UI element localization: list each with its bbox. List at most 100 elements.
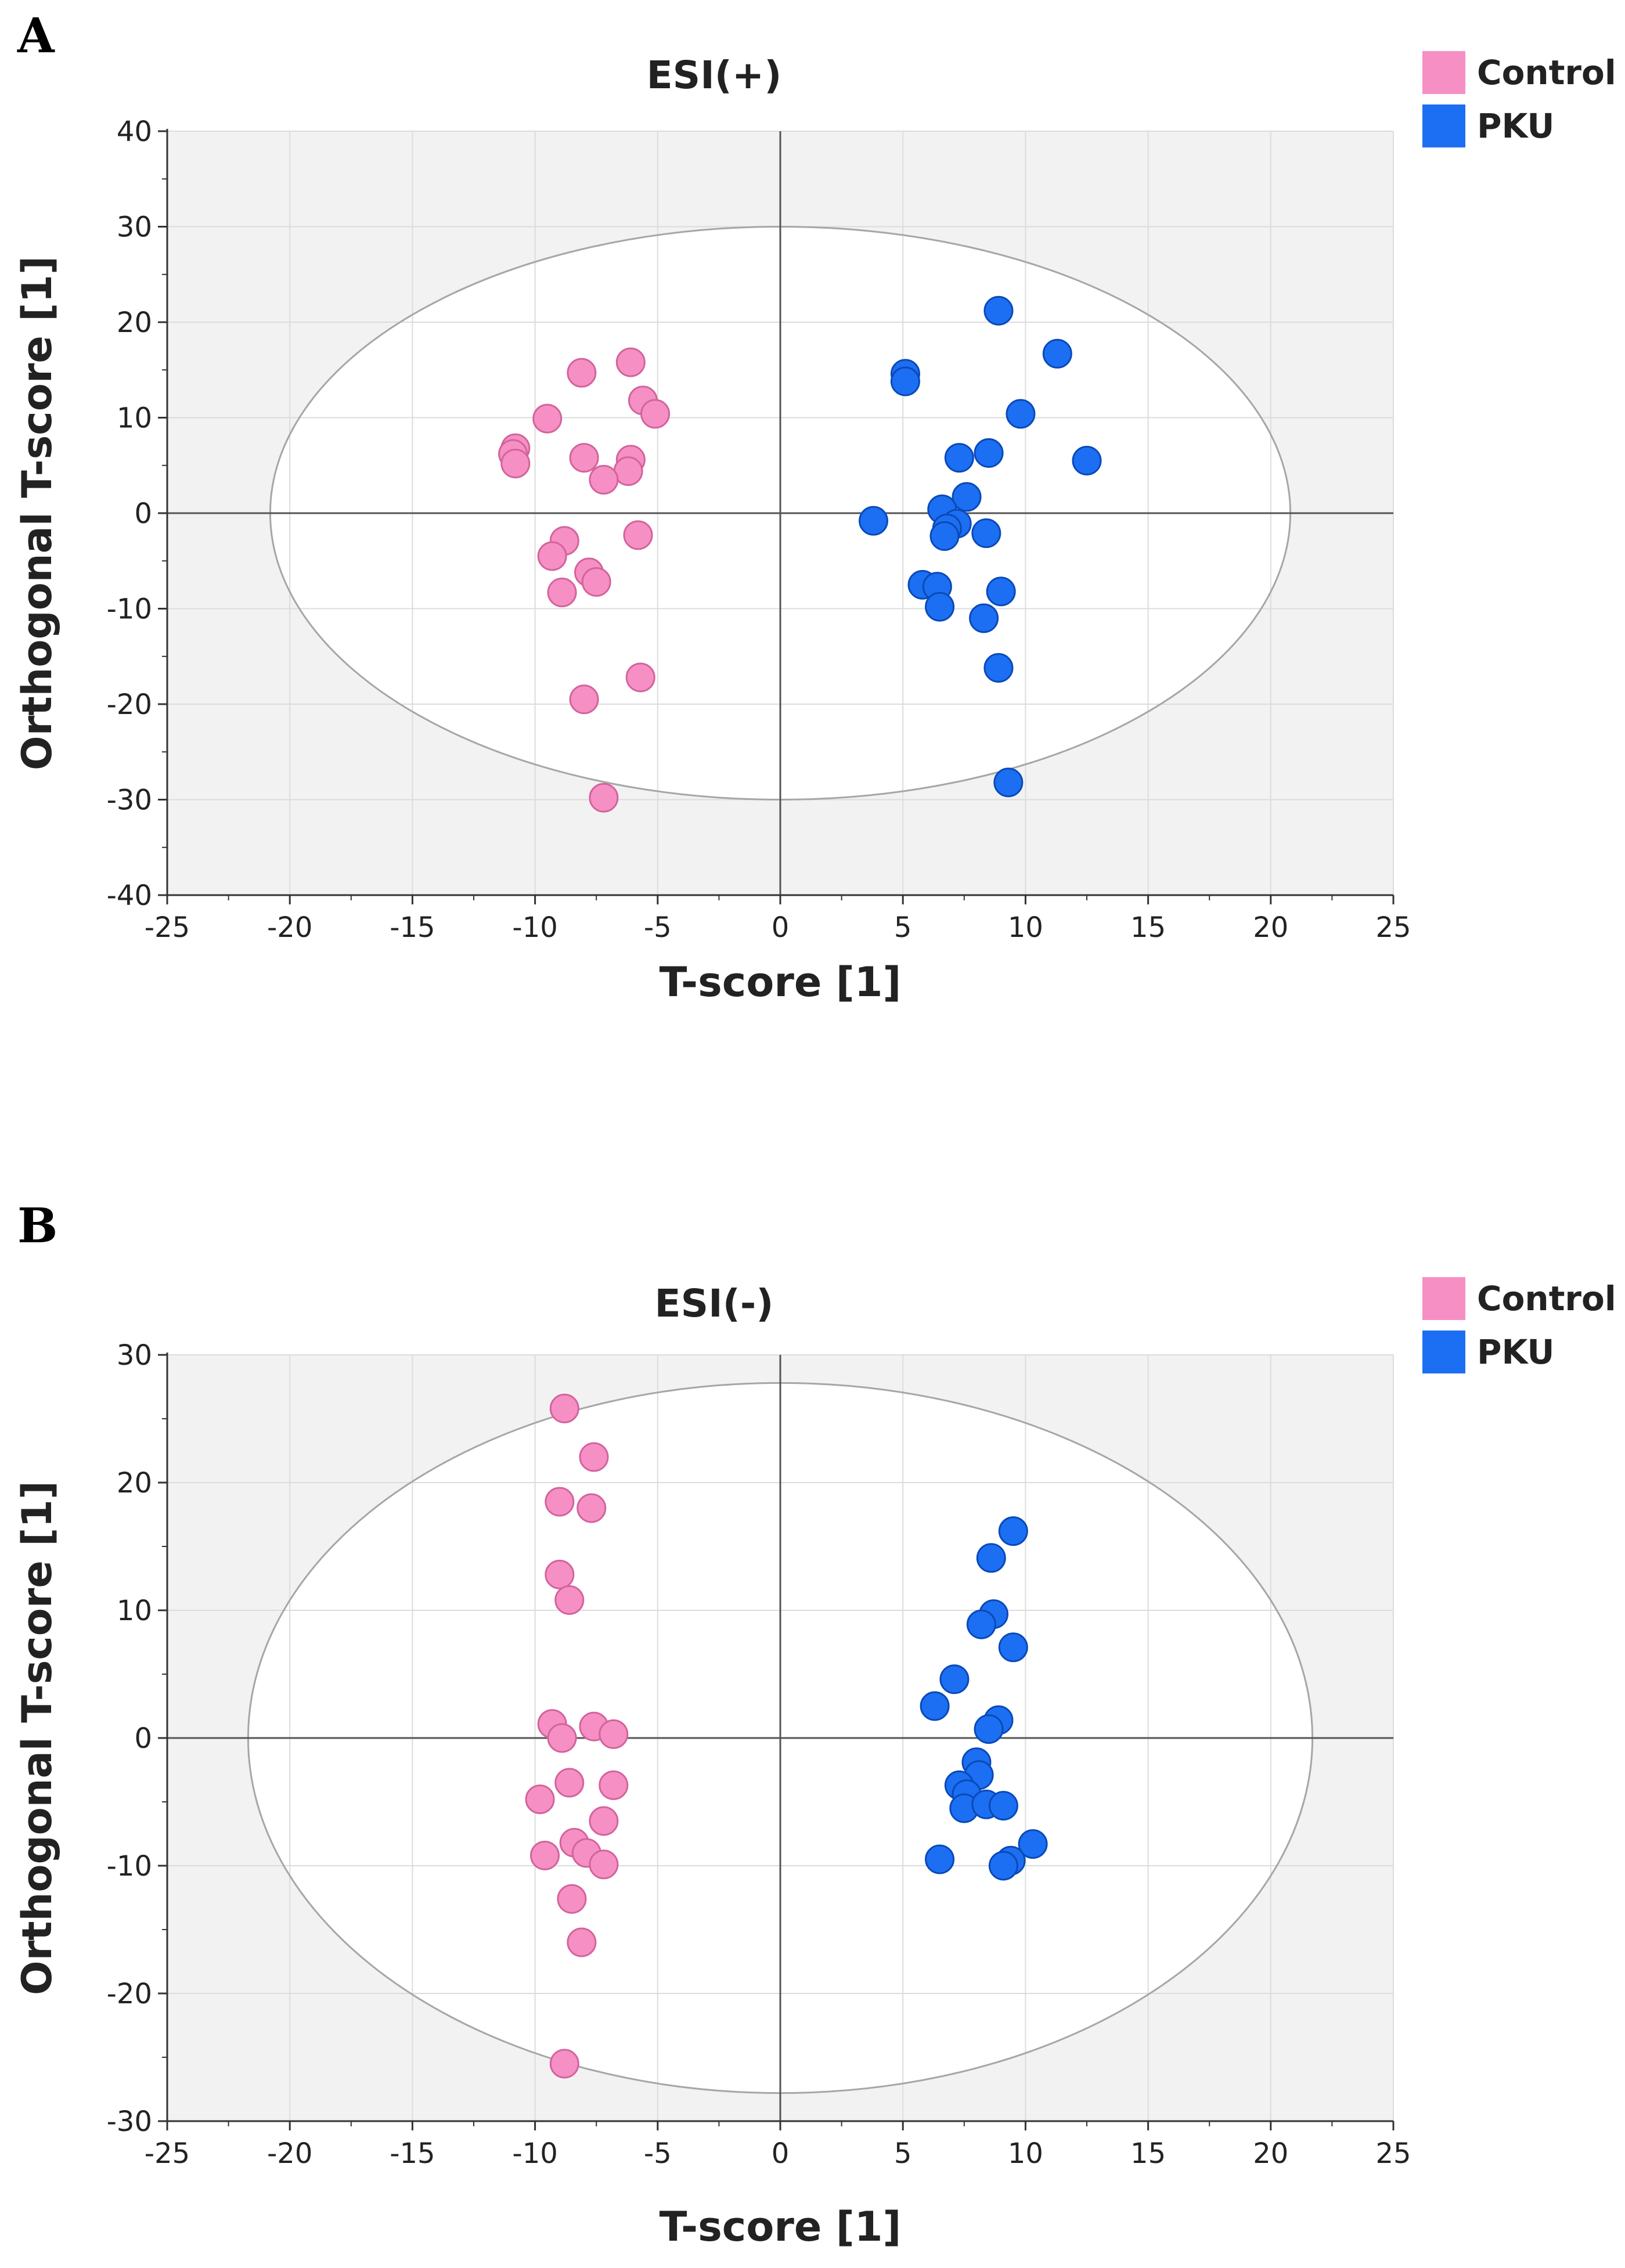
control-point bbox=[567, 1927, 597, 1957]
x-tick-label: -25 bbox=[145, 911, 190, 944]
control-point bbox=[554, 1768, 585, 1798]
pku-point bbox=[976, 1543, 1006, 1573]
control-point bbox=[589, 783, 619, 813]
x-tick-label: 10 bbox=[1008, 911, 1043, 944]
x-tick-label: -20 bbox=[267, 911, 312, 944]
pku-point bbox=[944, 443, 974, 473]
pku-point bbox=[983, 295, 1014, 326]
control-point bbox=[547, 1723, 577, 1753]
control-point bbox=[569, 684, 599, 715]
control-point bbox=[545, 1487, 575, 1517]
control-point bbox=[549, 1393, 579, 1423]
legend-label-control: Control bbox=[1477, 53, 1616, 92]
y-tick-label: -30 bbox=[107, 784, 152, 817]
control-point bbox=[554, 1585, 585, 1615]
y-tick-label: -20 bbox=[107, 688, 152, 721]
control-point bbox=[599, 1770, 629, 1800]
y-tick-label: -10 bbox=[107, 1850, 152, 1883]
legend-swatch-pku bbox=[1422, 1330, 1465, 1373]
control-point bbox=[623, 520, 653, 550]
control-point bbox=[500, 448, 531, 478]
pku-point bbox=[952, 482, 982, 512]
panel-label: A bbox=[17, 8, 55, 64]
pku-point bbox=[969, 603, 999, 633]
x-tick-label: 10 bbox=[1008, 2137, 1043, 2170]
x-tick-label: -10 bbox=[512, 911, 557, 944]
x-tick-label: -15 bbox=[390, 2137, 435, 2170]
pku-point bbox=[971, 518, 1001, 549]
control-point bbox=[613, 456, 643, 486]
y-tick-label: -40 bbox=[107, 879, 152, 912]
legend-swatch-control bbox=[1422, 51, 1465, 94]
plot-title: ESI(-) bbox=[655, 1281, 774, 1326]
legend-label-control: Control bbox=[1477, 1279, 1616, 1318]
pku-point bbox=[890, 366, 920, 396]
control-point bbox=[529, 1840, 560, 1870]
x-tick-label: -5 bbox=[644, 2137, 672, 2170]
legend: Control PKU bbox=[1422, 51, 1616, 147]
x-tick-label: 5 bbox=[894, 911, 912, 944]
y-tick-label: -30 bbox=[107, 2105, 152, 2138]
y-tick-label: -20 bbox=[107, 1978, 152, 2010]
control-point bbox=[615, 347, 646, 377]
y-tick-label: 30 bbox=[117, 1339, 152, 1372]
x-tick-label: 20 bbox=[1253, 911, 1288, 944]
pku-point bbox=[986, 576, 1016, 607]
x-tick-label: 25 bbox=[1375, 2137, 1411, 2170]
control-point bbox=[525, 1784, 555, 1815]
pku-point bbox=[1018, 1829, 1048, 1859]
x-tick-label: -5 bbox=[644, 911, 672, 944]
x-tick-label: 15 bbox=[1130, 2137, 1166, 2170]
y-tick-label: 0 bbox=[134, 497, 152, 530]
pku-point bbox=[929, 521, 960, 551]
pku-point bbox=[925, 1844, 955, 1874]
control-point bbox=[589, 464, 619, 495]
y-tick-label: 30 bbox=[117, 211, 152, 244]
x-axis-title: T-score [1] bbox=[660, 2203, 902, 2251]
x-tick-label: -20 bbox=[267, 2137, 312, 2170]
plot-title: ESI(+) bbox=[647, 53, 782, 98]
series-pku bbox=[920, 1516, 1048, 1881]
series-control bbox=[525, 1393, 629, 2079]
x-tick-label: -15 bbox=[390, 911, 435, 944]
pku-point bbox=[993, 767, 1024, 798]
pku-point bbox=[1072, 446, 1102, 476]
control-point bbox=[569, 443, 599, 473]
pku-point bbox=[974, 438, 1004, 468]
control-point bbox=[567, 358, 597, 388]
control-point bbox=[599, 1719, 629, 1749]
control-point bbox=[532, 403, 563, 434]
control-point bbox=[589, 1849, 619, 1880]
panel-a: -25 -20 -15 -10 -5 0 5 10 15 20 25 40 30 20 10 0 -10 -20 -… bbox=[13, 8, 1616, 1006]
pku-point bbox=[998, 1516, 1028, 1546]
control-point bbox=[545, 1559, 575, 1589]
legend-label-pku: PKU bbox=[1477, 106, 1555, 146]
pku-point bbox=[998, 1632, 1028, 1663]
control-point bbox=[640, 399, 671, 429]
pku-point bbox=[925, 592, 955, 622]
x-tick-label: 20 bbox=[1253, 2137, 1288, 2170]
x-tick-label: 25 bbox=[1375, 911, 1411, 944]
panel-label: B bbox=[17, 1198, 57, 1254]
pku-point bbox=[939, 1664, 970, 1694]
control-point bbox=[549, 2049, 579, 2079]
control-point bbox=[577, 1493, 607, 1523]
pku-point bbox=[974, 1714, 1004, 1744]
y-tick-label: -10 bbox=[107, 593, 152, 626]
legend-swatch-pku bbox=[1422, 104, 1465, 147]
y-axis-title: Orthogonal T-score [1] bbox=[13, 1481, 61, 1995]
y-tick-label: 20 bbox=[117, 307, 152, 339]
control-point bbox=[625, 662, 655, 693]
control-point bbox=[557, 1884, 587, 1914]
y-axis-title: Orthogonal T-score [1] bbox=[13, 256, 61, 770]
series-control bbox=[498, 347, 671, 813]
pku-point bbox=[859, 506, 889, 536]
x-tick-label: 0 bbox=[772, 911, 790, 944]
y-tick-label: 10 bbox=[117, 1595, 152, 1627]
x-tick-label: 5 bbox=[894, 2137, 912, 2170]
pku-point bbox=[983, 652, 1014, 683]
control-point bbox=[537, 541, 567, 571]
y-tick-label: 40 bbox=[117, 116, 152, 148]
x-tick-label: -10 bbox=[512, 2137, 557, 2170]
pku-point bbox=[988, 1851, 1018, 1881]
